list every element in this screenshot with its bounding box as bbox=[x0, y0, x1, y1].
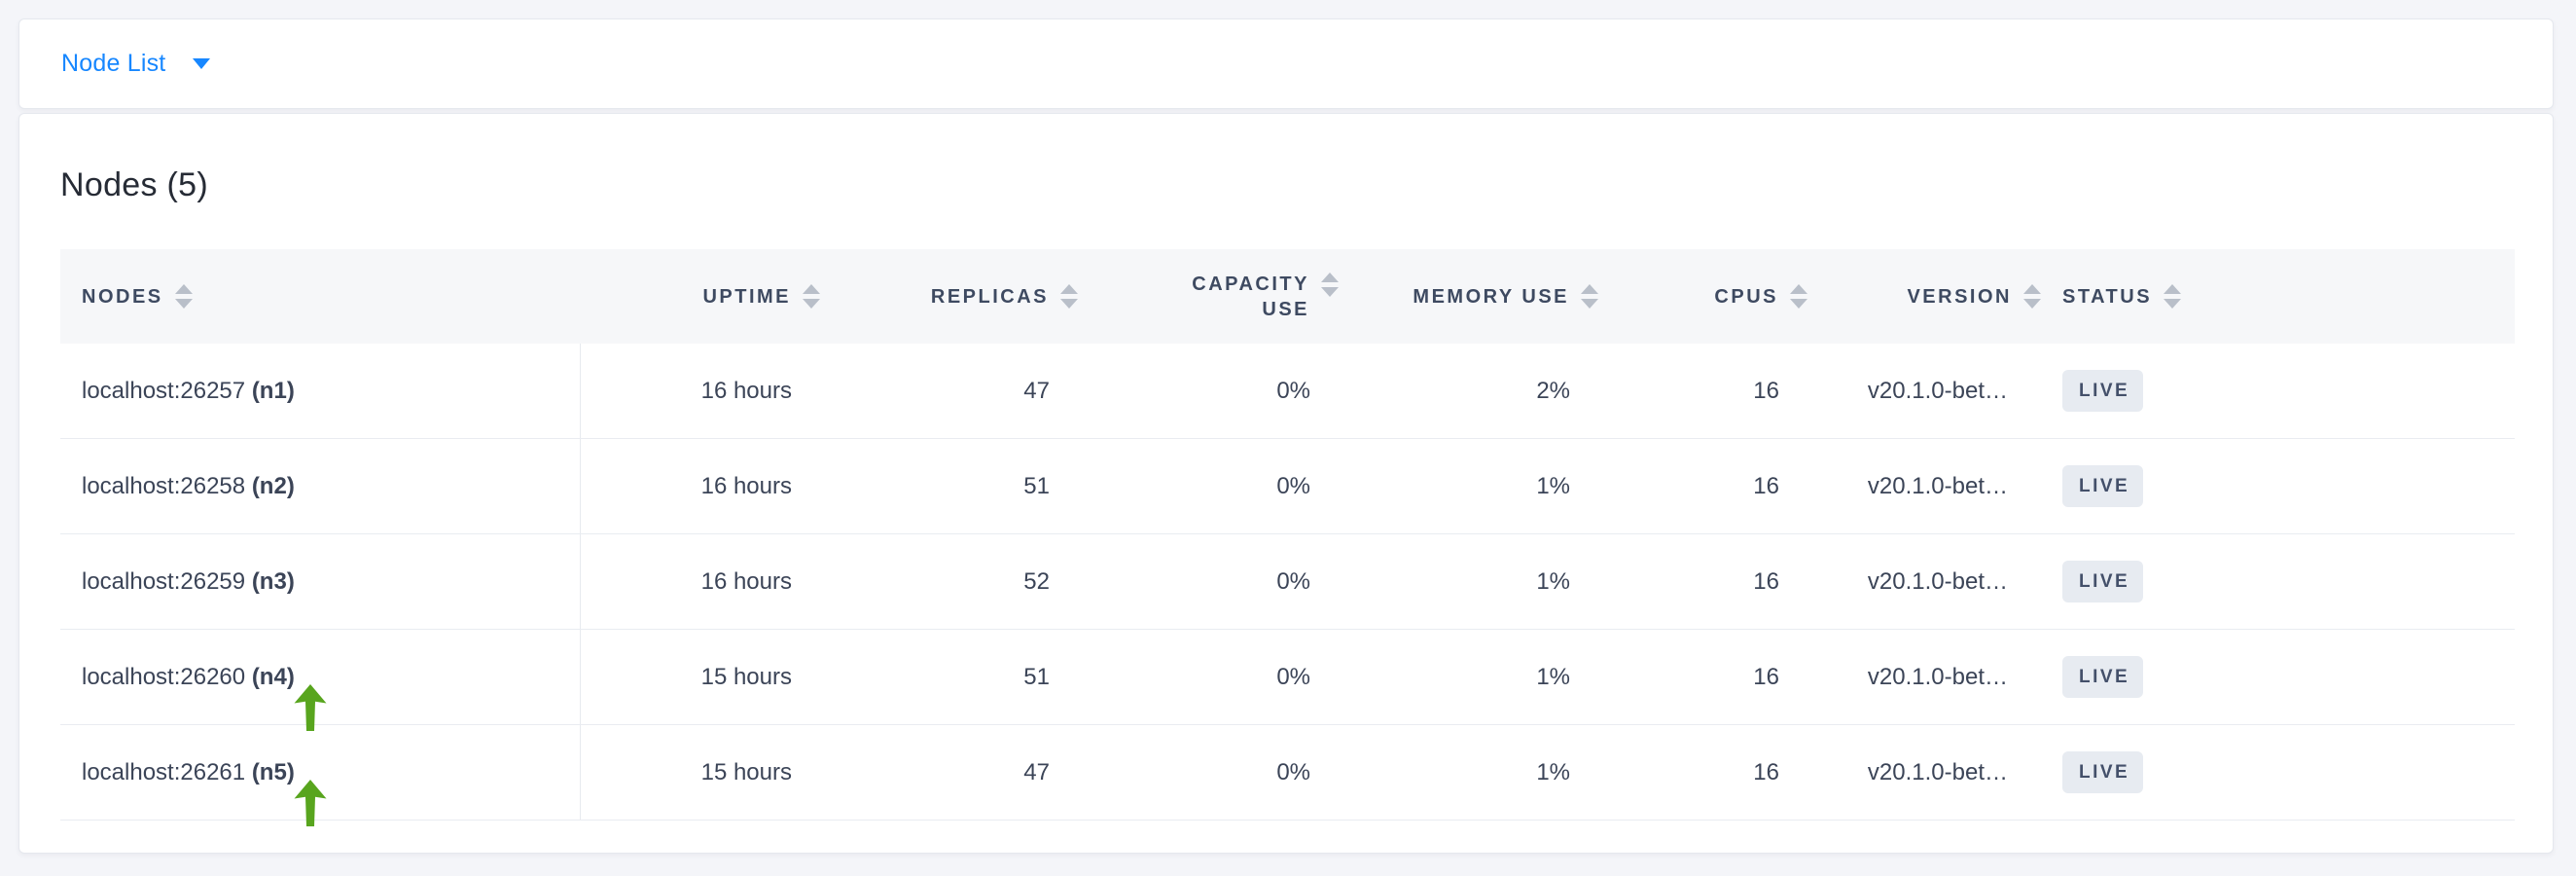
memory-use-cell: 1% bbox=[1346, 533, 1606, 630]
sort-icon bbox=[1581, 284, 1598, 309]
node-name-cell[interactable]: localhost:26261 (n5) bbox=[60, 724, 581, 821]
cpus-cell: 16 bbox=[1606, 724, 1815, 821]
uptime-cell: 15 hours bbox=[580, 629, 828, 725]
node-name-cell[interactable]: localhost:26258 (n2) bbox=[60, 438, 581, 534]
capacity-use-cell: 0% bbox=[1086, 724, 1346, 821]
replicas-cell: 47 bbox=[828, 724, 1086, 821]
node-address: localhost:26257 bbox=[82, 377, 246, 404]
column-header-nodes[interactable]: NODES bbox=[60, 249, 580, 344]
annotation-arrow-icon bbox=[294, 684, 327, 731]
status-cell: LIVE bbox=[2049, 344, 2515, 439]
status-cell: LIVE bbox=[2049, 438, 2515, 534]
column-label-replicas: REPLICAS bbox=[930, 285, 1049, 308]
status-cell: LIVE bbox=[2049, 629, 2515, 725]
column-label-memory-use: MEMORY USE bbox=[1413, 285, 1569, 308]
status-cell: LIVE bbox=[2049, 724, 2515, 821]
table-row: localhost:26258 (n2) 16 hours 51 0% 1% 16 v20.… bbox=[60, 438, 2515, 534]
column-header-replicas[interactable]: REPLICAS bbox=[828, 249, 1086, 344]
replicas-cell: 47 bbox=[828, 344, 1086, 439]
nodes-card: Nodes (5) NODES UPTIME REPLICAS CAPACITY US… bbox=[18, 113, 2554, 854]
node-address: localhost:26259 bbox=[82, 567, 246, 595]
version-cell: v20.1.0-bet… bbox=[1815, 533, 2049, 630]
column-label-version: VERSION bbox=[1907, 285, 2012, 308]
node-address: localhost:26260 bbox=[82, 663, 246, 690]
column-label-nodes: NODES bbox=[82, 285, 163, 308]
status-badge: LIVE bbox=[2062, 656, 2144, 698]
version-cell: v20.1.0-bet… bbox=[1815, 724, 2049, 821]
capacity-use-cell: 0% bbox=[1086, 533, 1346, 630]
node-name-cell[interactable]: localhost:26260 (n4) bbox=[60, 629, 581, 725]
column-header-capacity-use[interactable]: CAPACITY USE bbox=[1086, 249, 1346, 344]
cpus-cell: 16 bbox=[1606, 344, 1815, 439]
status-badge: LIVE bbox=[2062, 370, 2144, 412]
column-label-cpus: CPUS bbox=[1714, 285, 1778, 308]
column-header-status[interactable]: STATUS bbox=[2049, 249, 2515, 344]
status-badge: LIVE bbox=[2062, 465, 2144, 507]
node-id: (n1) bbox=[251, 377, 295, 404]
version-cell: v20.1.0-bet… bbox=[1815, 629, 2049, 725]
nodes-table: NODES UPTIME REPLICAS CAPACITY USE MEMORY US… bbox=[60, 249, 2515, 821]
node-list-dropdown-label: Node List bbox=[61, 50, 166, 77]
table-header-row: NODES UPTIME REPLICAS CAPACITY USE MEMORY US… bbox=[60, 249, 2515, 344]
node-id: (n4) bbox=[251, 663, 295, 690]
node-address: localhost:26258 bbox=[82, 472, 246, 499]
memory-use-cell: 2% bbox=[1346, 344, 1606, 439]
node-name-cell[interactable]: localhost:26259 (n3) bbox=[60, 533, 581, 630]
version-cell: v20.1.0-bet… bbox=[1815, 438, 2049, 534]
cpus-cell: 16 bbox=[1606, 438, 1815, 534]
sort-icon bbox=[1060, 284, 1078, 309]
cpus-cell: 16 bbox=[1606, 629, 1815, 725]
uptime-cell: 15 hours bbox=[580, 724, 828, 821]
cpus-cell: 16 bbox=[1606, 533, 1815, 630]
version-cell: v20.1.0-bet… bbox=[1815, 344, 2049, 439]
status-cell: LIVE bbox=[2049, 533, 2515, 630]
sort-icon bbox=[803, 284, 820, 309]
memory-use-cell: 1% bbox=[1346, 724, 1606, 821]
column-label-status: STATUS bbox=[2062, 285, 2153, 308]
node-id: (n3) bbox=[251, 567, 295, 595]
node-address: localhost:26261 bbox=[82, 758, 246, 785]
node-name-cell[interactable]: localhost:26257 (n1) bbox=[60, 344, 581, 439]
replicas-cell: 51 bbox=[828, 438, 1086, 534]
caret-down-icon bbox=[193, 58, 211, 69]
view-selector-bar: Node List bbox=[18, 18, 2554, 109]
column-label-uptime: UPTIME bbox=[702, 285, 791, 308]
memory-use-cell: 1% bbox=[1346, 629, 1606, 725]
uptime-cell: 16 hours bbox=[580, 344, 828, 439]
uptime-cell: 16 hours bbox=[580, 533, 828, 630]
page-title: Nodes (5) bbox=[60, 166, 208, 203]
column-header-uptime[interactable]: UPTIME bbox=[580, 249, 828, 344]
status-badge: LIVE bbox=[2062, 751, 2144, 793]
sort-icon bbox=[1321, 272, 1339, 297]
node-list-dropdown[interactable]: Node List bbox=[61, 50, 211, 78]
table-row: localhost:26257 (n1) 16 hours 47 0% 2% 16 v20.… bbox=[60, 344, 2515, 439]
sort-icon bbox=[2164, 284, 2182, 309]
replicas-cell: 51 bbox=[828, 629, 1086, 725]
table-row: localhost:26261 (n5) 15 hours 47 0% 1% 16 v20.… bbox=[60, 724, 2515, 821]
column-header-cpus[interactable]: CPUS bbox=[1606, 249, 1815, 344]
column-label-capacity-use: CAPACITY USE bbox=[1192, 273, 1309, 320]
memory-use-cell: 1% bbox=[1346, 438, 1606, 534]
capacity-use-cell: 0% bbox=[1086, 629, 1346, 725]
column-header-version[interactable]: VERSION bbox=[1815, 249, 2049, 344]
capacity-use-cell: 0% bbox=[1086, 344, 1346, 439]
node-id: (n2) bbox=[251, 472, 295, 499]
sort-icon bbox=[1790, 284, 1807, 309]
table-row: localhost:26260 (n4) 15 hours 51 0% 1% 16 v20.… bbox=[60, 629, 2515, 725]
column-header-memory-use[interactable]: MEMORY USE bbox=[1346, 249, 1606, 344]
node-id: (n5) bbox=[251, 758, 295, 785]
replicas-cell: 52 bbox=[828, 533, 1086, 630]
annotation-arrow-icon bbox=[294, 780, 327, 826]
status-badge: LIVE bbox=[2062, 561, 2144, 602]
sort-icon bbox=[2023, 284, 2041, 309]
table-row: localhost:26259 (n3) 16 hours 52 0% 1% 16 v20.… bbox=[60, 533, 2515, 630]
uptime-cell: 16 hours bbox=[580, 438, 828, 534]
capacity-use-cell: 0% bbox=[1086, 438, 1346, 534]
sort-icon bbox=[174, 284, 193, 309]
